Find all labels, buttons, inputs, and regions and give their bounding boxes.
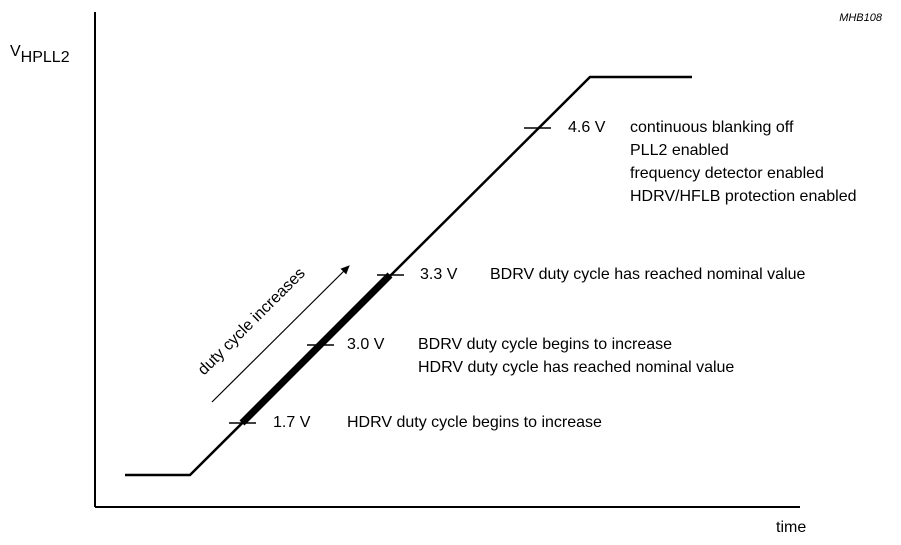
level-note: PLL2 enabled [630, 142, 729, 159]
level-voltage: 4.6 V [568, 119, 606, 136]
level-note: HDRV duty cycle begins to increase [347, 414, 602, 431]
level-voltage: 3.3 V [420, 266, 458, 283]
level-note: BDRV duty cycle has reached nominal valu… [490, 266, 806, 283]
level-voltage: 1.7 V [273, 414, 311, 431]
level-voltage: 3.0 V [347, 336, 385, 353]
x-axis-label: time [776, 519, 806, 536]
levels: 1.7 V HDRV duty cycle begins to increase 3… [229, 119, 857, 431]
level-note: frequency detector enabled [630, 165, 824, 182]
y-axis-label-subscript: HPLL2 [21, 49, 70, 66]
level-note: HDRV duty cycle has reached nominal valu… [418, 359, 734, 376]
y-axis-label-main: V [10, 43, 21, 60]
level-note: continuous blanking off [630, 119, 794, 136]
thick-segment [239, 272, 393, 426]
y-axis-label: VHPLL2 [10, 43, 70, 66]
level-note: BDRV duty cycle begins to increase [418, 336, 672, 353]
level-note: HDRV/HFLB protection enabled [630, 188, 857, 205]
arrow [211, 265, 350, 403]
figure-id: MHB108 [839, 12, 883, 24]
